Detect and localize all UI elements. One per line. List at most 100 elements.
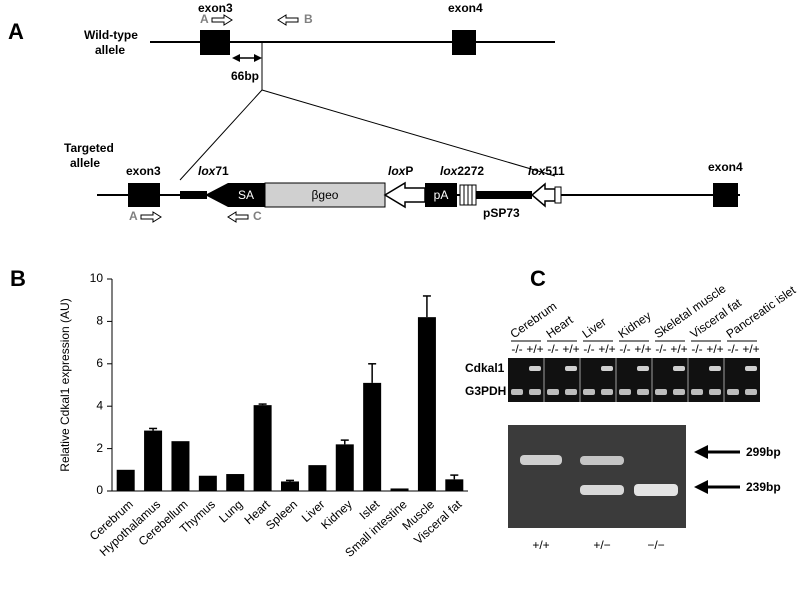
bar	[363, 382, 382, 491]
gel-band	[547, 389, 559, 395]
lane-label: -/-	[727, 342, 738, 356]
row-label: G3PDH	[465, 384, 506, 398]
bar	[308, 465, 327, 491]
error-bar	[368, 363, 377, 383]
lox-prefix: lox	[198, 164, 217, 178]
lane-label: +/+	[598, 342, 615, 356]
lane-label: -/-	[691, 342, 702, 356]
exon	[452, 30, 476, 55]
error-bar	[422, 295, 431, 318]
gel-band	[580, 485, 624, 495]
gel-band	[655, 389, 667, 395]
lane-label: +/+	[634, 342, 651, 356]
bar	[116, 469, 135, 491]
sa-box	[228, 183, 265, 207]
exon-label: exon3	[126, 164, 161, 178]
gel-band	[745, 366, 757, 371]
gel-band	[745, 389, 757, 395]
y-tick-label: 6	[96, 356, 103, 370]
bar	[253, 405, 272, 491]
lox-suffix: 71	[215, 164, 229, 178]
primer-label: C	[253, 209, 262, 223]
lane-label: +/+	[742, 342, 759, 356]
gel-band	[580, 456, 624, 465]
exon-label: exon4	[448, 1, 483, 15]
gel-band	[601, 389, 613, 395]
panel-a: A Wild-type allele exon3 exon4 A B 66bp …	[8, 1, 743, 223]
bar	[417, 317, 436, 491]
exon-label: exon3	[198, 1, 233, 15]
exon	[713, 183, 738, 207]
panel-label: B	[10, 266, 26, 291]
gel-band	[529, 366, 541, 371]
lox-stripes	[463, 185, 473, 205]
lox-site	[554, 186, 562, 204]
y-tick-label: 2	[96, 441, 103, 455]
gap-label: 66bp	[231, 69, 259, 83]
lox-site	[383, 181, 426, 209]
lane-label: -/-	[655, 342, 666, 356]
bgeo-label: βgeo	[312, 188, 339, 202]
bar	[335, 444, 354, 491]
expansion-line	[261, 89, 556, 177]
primer-label: A	[200, 12, 209, 26]
gel-band	[619, 389, 631, 395]
arrowhead	[232, 54, 240, 62]
primer-arrow	[227, 211, 249, 223]
pa-label: pA	[434, 188, 449, 202]
lox-prefix: lox	[388, 164, 407, 178]
primer-arrow	[211, 14, 233, 26]
lane-label: +/+	[706, 342, 723, 356]
band-label: 239bp	[746, 480, 781, 494]
psp73-label: pSP73	[483, 206, 520, 220]
exon	[128, 183, 160, 207]
gel-band	[565, 366, 577, 371]
gel-band	[637, 366, 649, 371]
vector-segment	[476, 191, 532, 199]
tissue-label: Kidney	[616, 309, 654, 342]
bar	[144, 430, 163, 491]
x-tick-label: Kidney	[318, 497, 355, 532]
y-tick-label: 10	[90, 271, 104, 285]
panel-label: C	[530, 266, 546, 291]
lox-label: lox2272	[440, 164, 484, 178]
allele-label: allele	[95, 43, 125, 57]
exon-label: exon4	[708, 160, 743, 174]
gel	[508, 358, 760, 402]
bgeo-box	[264, 182, 386, 208]
gel-band	[520, 455, 562, 465]
x-tick-label: Spleen	[263, 497, 300, 532]
lane-label: -/-	[511, 342, 522, 356]
lox-prefix: lox	[528, 164, 547, 178]
bar	[445, 479, 464, 491]
y-tick-label: 0	[96, 483, 103, 497]
error-bar	[450, 474, 459, 480]
primer-arrow	[277, 14, 299, 26]
y-tick-label: 8	[96, 314, 103, 328]
exon	[200, 30, 230, 55]
error-bar	[149, 427, 158, 431]
gel-band	[601, 366, 613, 371]
bar	[198, 475, 217, 491]
tissue-label: Liver	[580, 315, 609, 341]
lane-label: +/+	[526, 342, 543, 356]
y-tick-label: 4	[96, 398, 103, 412]
gel-band	[691, 389, 703, 395]
vector-segment	[180, 191, 207, 199]
gel-band	[583, 389, 595, 395]
gel-band	[565, 389, 577, 395]
row-label: Cdkal1	[465, 361, 505, 375]
lox-label: lox71	[198, 164, 229, 178]
lox-site	[205, 183, 228, 207]
bar	[281, 481, 299, 491]
lox-prefix: lox	[440, 164, 459, 178]
gel-band	[529, 389, 541, 395]
bar	[171, 441, 190, 491]
error-bar	[286, 479, 294, 482]
lox-site	[530, 182, 556, 208]
lox-suffix: 2272	[457, 164, 484, 178]
gel-band	[673, 366, 685, 371]
band-label: 299bp	[746, 445, 781, 459]
allele-label: Wild-type	[84, 28, 138, 42]
